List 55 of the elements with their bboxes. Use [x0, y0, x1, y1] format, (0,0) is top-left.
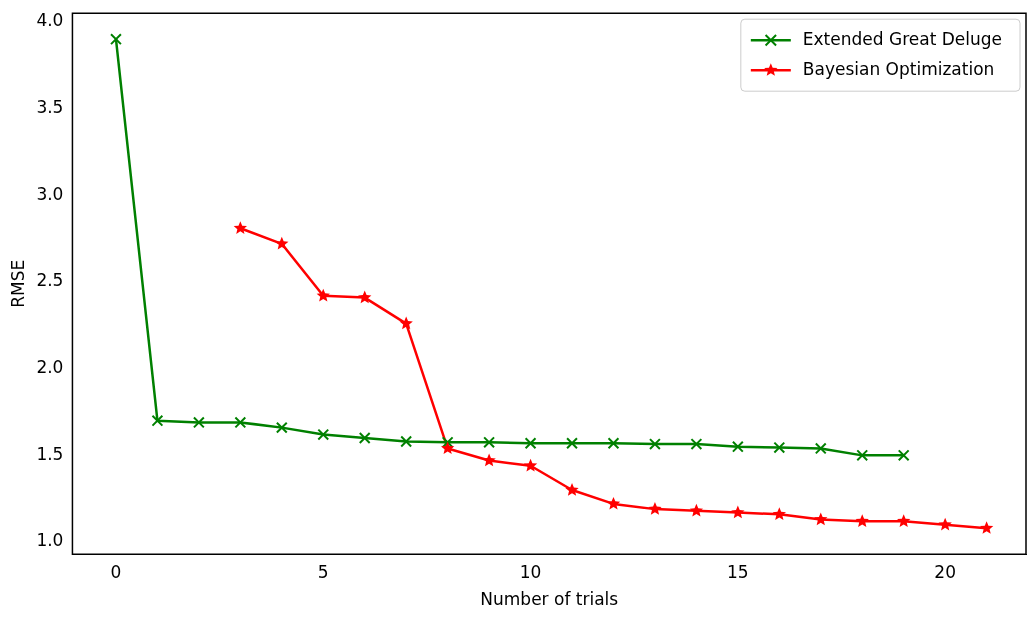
legend-label: Bayesian Optimization	[802, 58, 995, 79]
point	[648, 502, 662, 515]
point	[110, 33, 122, 46]
point	[731, 505, 745, 519]
point	[855, 514, 869, 527]
point	[316, 288, 330, 302]
point	[731, 440, 744, 453]
point	[192, 416, 205, 429]
point	[773, 441, 786, 454]
point	[440, 441, 455, 455]
legend-label: Extended Great Deluge	[802, 28, 1003, 49]
point	[400, 435, 413, 448]
y-tick-label: 1.5	[36, 443, 64, 464]
point	[566, 437, 578, 450]
point	[814, 442, 827, 455]
point	[317, 428, 330, 441]
point	[358, 432, 371, 444]
x-axis-title: Number of trials	[480, 589, 619, 610]
point	[523, 458, 538, 472]
y-tick-label: 4.0	[36, 10, 64, 31]
point	[606, 496, 621, 510]
x-tick-label: 0	[110, 561, 122, 582]
point	[524, 437, 537, 450]
point	[814, 512, 828, 526]
point	[275, 421, 288, 434]
point	[234, 416, 247, 429]
point	[151, 414, 164, 427]
y-tick-label: 3.5	[36, 96, 64, 117]
point	[399, 316, 413, 330]
point	[690, 438, 703, 451]
point	[897, 449, 910, 462]
point	[938, 517, 952, 531]
point	[648, 438, 661, 451]
point	[897, 514, 911, 527]
point	[565, 483, 579, 496]
point	[856, 449, 869, 462]
point	[483, 436, 496, 449]
y-tick-label: 2.5	[36, 270, 64, 291]
point	[772, 507, 786, 520]
point	[979, 521, 994, 534]
y-tick-label: 2.0	[36, 357, 64, 378]
point	[607, 437, 620, 450]
point	[441, 436, 454, 449]
point	[689, 503, 704, 517]
point	[482, 453, 496, 467]
point	[233, 221, 247, 234]
x-tick-label: 20	[934, 561, 956, 582]
point	[275, 236, 289, 250]
x-tick-label: 10	[519, 561, 542, 582]
x-tick-label: 5	[317, 561, 329, 582]
y-axis-title: RMSE	[7, 259, 28, 308]
point	[358, 290, 372, 304]
y-tick-label: 1.0	[36, 530, 64, 551]
x-tick-label: 15	[727, 561, 749, 582]
y-tick-label: 3.0	[36, 183, 64, 204]
